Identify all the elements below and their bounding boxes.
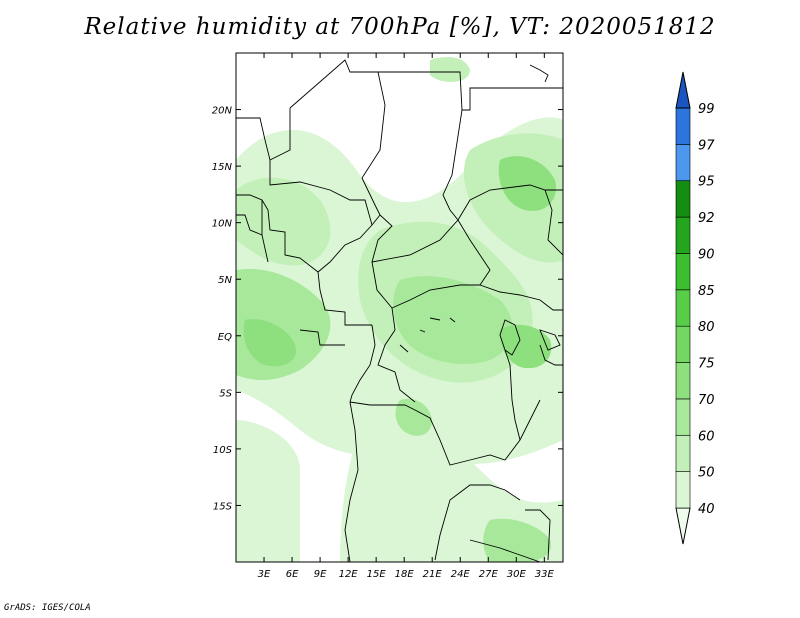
colorbar-label: 60 (698, 429, 715, 444)
colorbar-label: 40 (698, 502, 715, 517)
colorbar-low-triangle (675, 507, 691, 545)
colorbar-label: 90 (698, 247, 715, 262)
colorbar-label: 95 (698, 175, 715, 190)
lon-tick-label: 18E (395, 569, 415, 580)
longitude-ticks: 3E 6E 9E 12E 15E 18E 21E 24E 27E 30E 33E (258, 53, 555, 580)
lon-tick-label: 21E (423, 569, 443, 580)
latitude-ticks: 20N 15N 10N 5N EQ 5S 10S 15S (212, 106, 563, 512)
credit-label: GrADS: IGES/COLA (4, 603, 91, 613)
humidity-field (236, 53, 563, 562)
lat-tick-label: 10S (213, 445, 233, 456)
colorbar-segment (675, 216, 691, 254)
lat-tick-label: EQ (218, 332, 232, 343)
lat-tick-label: 10N (212, 219, 233, 230)
colorbar-label: 75 (698, 357, 715, 372)
colorbar-segment (675, 325, 691, 363)
lon-tick-label: 30E (507, 569, 527, 580)
colorbar-segment (675, 398, 691, 436)
lat-tick-label: 15N (212, 162, 233, 173)
colorbar-segment (675, 180, 691, 218)
map-frame (235, 52, 564, 563)
lon-tick-label: 27E (479, 569, 499, 580)
lon-tick-label: 24E (451, 569, 471, 580)
lon-tick-label: 15E (367, 569, 387, 580)
colorbar-segment (675, 253, 691, 291)
colorbar-label: 80 (698, 320, 715, 335)
colorbar: 40 50 60 70 75 80 85 90 92 95 97 99 (675, 71, 715, 545)
lat-tick-label: 15S (213, 501, 233, 512)
colorbar-label: 92 (698, 211, 715, 226)
lon-tick-label: 6E (286, 569, 299, 580)
colorbar-label: 70 (698, 393, 715, 408)
colorbar-label: 99 (698, 102, 715, 117)
colorbar-segment (675, 144, 691, 182)
lat-tick-label: 5N (218, 275, 232, 286)
colorbar-segment (675, 434, 691, 472)
lat-tick-label: 5S (219, 388, 232, 399)
colorbar-label: 85 (698, 284, 715, 299)
lon-tick-label: 3E (258, 569, 271, 580)
lon-tick-label: 12E (339, 569, 359, 580)
colorbar-high-triangle (675, 71, 691, 109)
colorbar-label: 97 (698, 138, 715, 153)
lon-tick-label: 33E (535, 569, 555, 580)
page-title: Relative humidity at 700hPa [%], VT: 202… (84, 14, 716, 40)
lon-tick-label: 9E (314, 569, 327, 580)
colorbar-segment (675, 107, 691, 145)
country-borders (236, 59, 563, 562)
colorbar-segment (675, 362, 691, 400)
colorbar-segment (675, 289, 691, 327)
colorbar-label: 50 (698, 466, 715, 481)
colorbar-segment (675, 471, 691, 509)
lat-tick-label: 20N (212, 106, 233, 117)
